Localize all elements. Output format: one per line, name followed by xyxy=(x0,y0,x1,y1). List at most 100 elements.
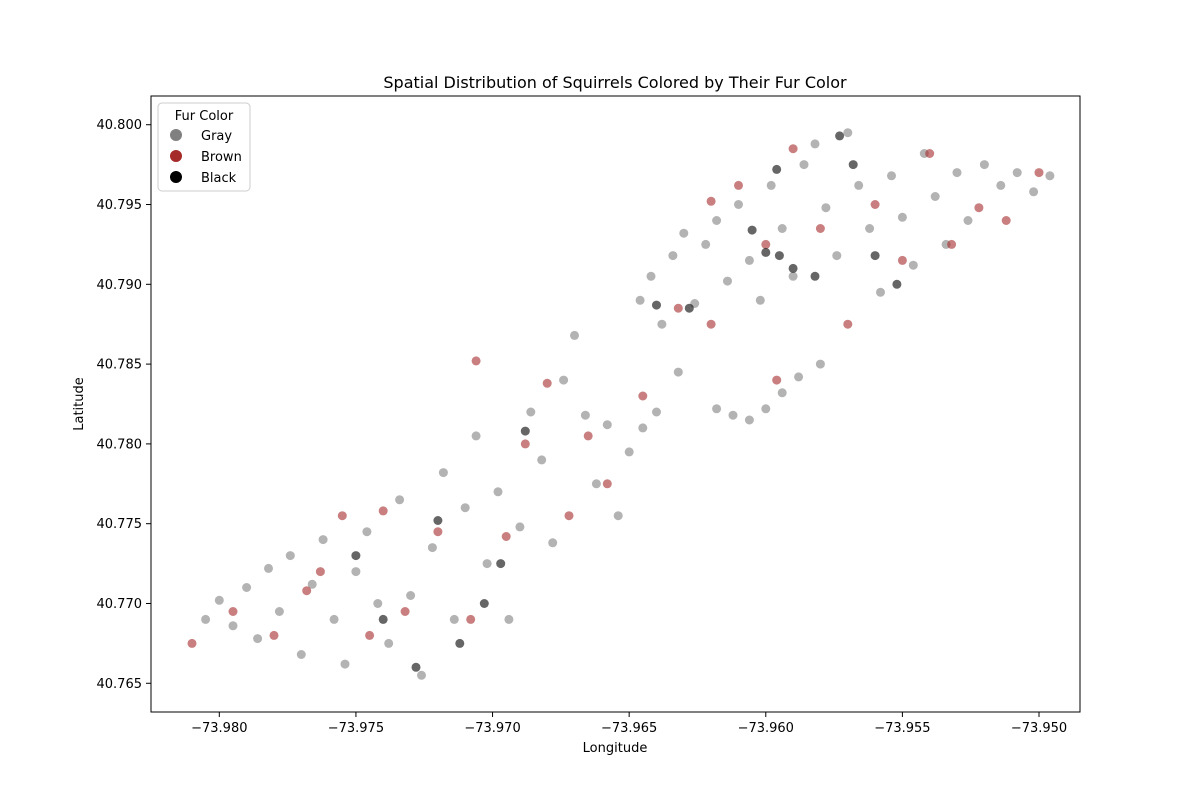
point-brown xyxy=(269,630,279,640)
point-gray xyxy=(701,239,711,249)
point-gray xyxy=(471,431,481,441)
point-gray xyxy=(952,168,962,178)
y-axis-ticks: 40.765 40.770 40.775 40.780 40.785 40.790 40.7… xyxy=(97,118,151,692)
point-black xyxy=(835,131,845,141)
point-brown xyxy=(433,527,443,537)
point-gray xyxy=(613,511,623,521)
point-gray xyxy=(657,319,667,329)
point-gray xyxy=(766,180,776,190)
chart-title: Spatial Distribution of Squirrels Colore… xyxy=(383,73,847,92)
point-gray xyxy=(679,228,689,238)
point-brown xyxy=(564,511,574,521)
point-brown xyxy=(947,239,957,249)
point-black xyxy=(455,638,465,648)
point-brown xyxy=(400,607,410,616)
point-black xyxy=(496,559,506,569)
point-brown xyxy=(228,607,238,616)
point-gray xyxy=(351,567,361,577)
point-gray xyxy=(755,295,765,305)
point-gray xyxy=(1045,171,1055,181)
point-gray xyxy=(296,650,306,659)
point-gray xyxy=(821,203,831,213)
point-brown xyxy=(761,239,771,249)
point-black xyxy=(810,271,820,281)
point-gray xyxy=(274,607,284,616)
legend-marker-gray xyxy=(170,129,182,141)
point-gray xyxy=(515,522,525,532)
point-black xyxy=(433,516,443,525)
point-gray xyxy=(734,200,743,209)
point-gray xyxy=(537,455,547,465)
point-black xyxy=(870,251,880,261)
point-gray xyxy=(723,276,732,286)
point-gray xyxy=(865,224,875,233)
point-gray xyxy=(559,375,569,385)
point-brown xyxy=(501,532,511,541)
point-brown xyxy=(673,303,683,313)
point-gray xyxy=(979,160,989,170)
point-black xyxy=(479,599,489,608)
x-axis-ticks: −73.980 −73.975 −73.970 −73.965 −73.960 −73.9… xyxy=(191,712,1067,736)
point-gray xyxy=(897,212,907,222)
point-gray xyxy=(329,614,339,624)
point-gray xyxy=(318,535,328,545)
point-brown xyxy=(337,511,347,521)
legend-label-gray: Gray xyxy=(201,129,232,144)
x-tick-label: −73.965 xyxy=(601,721,657,736)
point-black xyxy=(848,160,858,170)
point-brown xyxy=(583,431,593,441)
point-gray xyxy=(264,563,273,573)
points-layer xyxy=(187,128,1055,680)
point-gray xyxy=(228,621,238,631)
point-black xyxy=(747,225,757,235)
point-black xyxy=(788,263,798,273)
point-gray xyxy=(482,559,492,569)
point-brown xyxy=(466,614,476,624)
x-tick-label: −73.975 xyxy=(328,721,384,736)
point-gray xyxy=(876,287,885,297)
point-brown xyxy=(772,375,782,385)
point-gray xyxy=(449,614,459,624)
point-gray xyxy=(744,415,754,425)
point-gray xyxy=(673,367,683,377)
point-black xyxy=(411,662,421,672)
y-tick-label: 40.800 xyxy=(97,118,143,133)
point-gray xyxy=(201,614,211,624)
point-brown xyxy=(788,144,798,154)
point-brown xyxy=(1001,216,1011,225)
x-tick-label: −73.955 xyxy=(874,721,930,736)
y-tick-label: 40.795 xyxy=(97,198,143,213)
point-brown xyxy=(187,638,197,648)
point-gray xyxy=(1012,168,1022,178)
point-gray xyxy=(728,410,738,420)
point-gray xyxy=(373,599,383,608)
point-gray xyxy=(427,543,437,553)
point-brown xyxy=(471,356,481,366)
point-black xyxy=(774,251,784,261)
legend-title: Fur Color xyxy=(175,109,234,124)
point-gray xyxy=(799,160,809,170)
point-gray xyxy=(761,404,771,414)
point-gray xyxy=(854,180,864,190)
point-gray xyxy=(810,139,820,149)
point-gray xyxy=(526,407,536,417)
point-brown xyxy=(706,196,716,206)
x-axis-label: Longitude xyxy=(583,741,648,756)
point-brown xyxy=(315,567,325,577)
point-brown xyxy=(843,319,853,329)
legend-marker-black xyxy=(170,171,182,183)
point-brown xyxy=(542,378,552,388)
point-brown xyxy=(925,149,935,158)
point-gray xyxy=(570,330,579,340)
point-gray xyxy=(395,495,405,505)
point-brown xyxy=(602,479,612,489)
x-tick-label: −73.960 xyxy=(738,721,794,736)
y-tick-label: 40.765 xyxy=(97,677,143,692)
point-gray xyxy=(652,407,661,417)
point-brown xyxy=(1034,168,1044,178)
point-brown xyxy=(520,439,530,449)
point-brown xyxy=(974,203,984,213)
point-gray xyxy=(887,171,896,181)
point-gray xyxy=(712,216,722,225)
